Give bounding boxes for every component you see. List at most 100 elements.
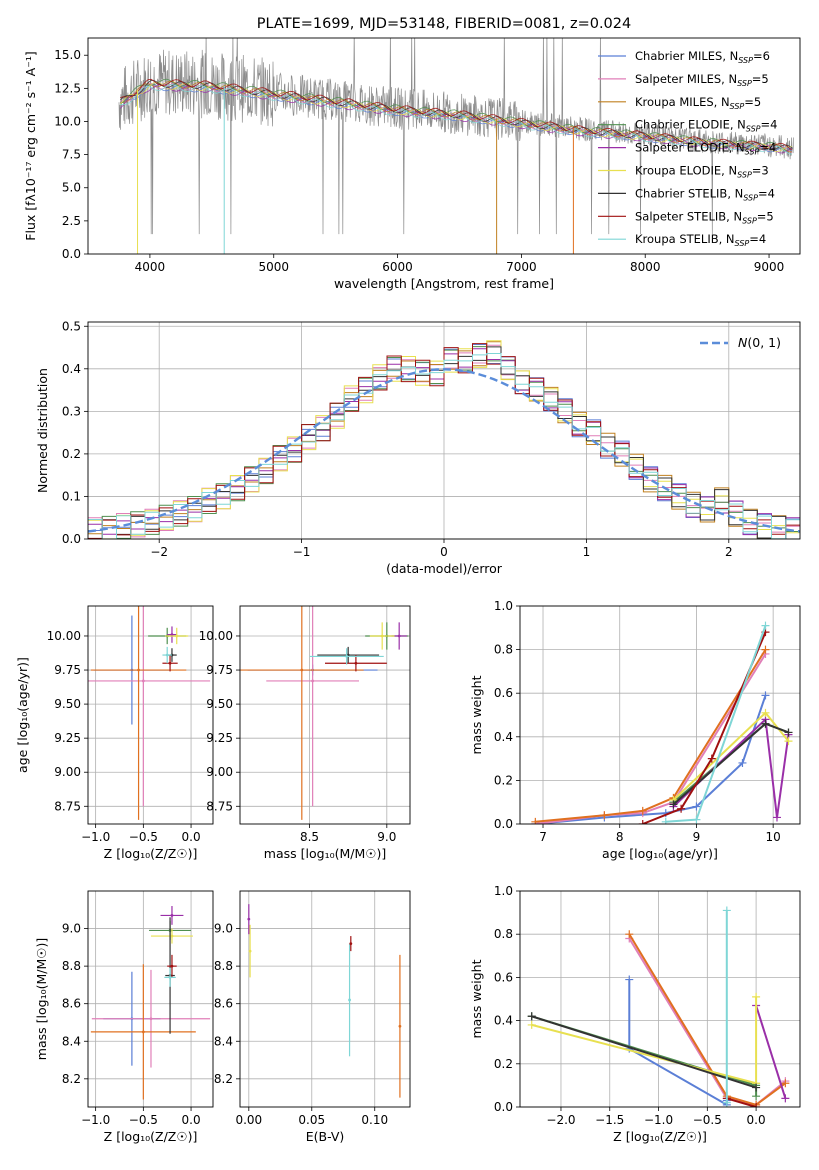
observed-spectrum [118, 38, 794, 235]
data-point [141, 1030, 145, 1034]
x-axis-label: Z [log₁₀(Z/Z☉)] [613, 1129, 707, 1144]
data-point-marker [761, 691, 770, 700]
mass-ebv-frame [239, 890, 411, 1108]
data-point-marker [761, 621, 770, 630]
legend-entry: Salpeter MILES, NSSP=5 [635, 72, 769, 88]
y-axis-label: mass weight [469, 675, 484, 754]
data-point-marker [527, 1012, 536, 1021]
data-point-marker [752, 1092, 761, 1101]
legend-entry: Chabrier MILES, NSSP=6 [635, 49, 770, 65]
mass-weight-series [531, 996, 758, 1085]
data-point [248, 949, 252, 953]
mass-z-plot [90, 906, 211, 1100]
data-point [175, 634, 179, 638]
x-tick-label: 9000 [754, 260, 785, 274]
x-tick-label: 8.5 [300, 830, 319, 844]
x-tick-label: 0.10 [361, 1113, 388, 1127]
data-point-marker [722, 906, 731, 915]
y-tick-label: 9.50 [206, 697, 233, 711]
mw-age-plot [531, 621, 793, 824]
x-tick-label: −0.5 [129, 1113, 158, 1127]
y-tick-label: 9.50 [54, 697, 81, 711]
y-tick-label: 8.4 [62, 1034, 81, 1048]
data-point-marker [781, 1094, 790, 1103]
data-point [247, 917, 251, 921]
data-point [165, 653, 169, 657]
y-tick-label: 0.4 [494, 730, 513, 744]
y-tick-label: 7.5 [62, 148, 81, 162]
legend-entry: Kroupa STELIB, NSSP=4 [635, 232, 766, 248]
x-axis-label: wavelength [Angstrom, rest frame] [334, 276, 554, 291]
data-point-marker [625, 930, 634, 939]
y-axis-label: mass weight [469, 959, 484, 1038]
y-tick-label: 2.5 [62, 214, 81, 228]
y-tick-label: 0.0 [494, 1100, 513, 1114]
y-tick-label: 8.4 [214, 1034, 233, 1048]
y-tick-label: 5.0 [62, 181, 81, 195]
legend-entry: Kroupa ELODIE, NSSP=3 [635, 164, 769, 180]
y-tick-label: 0.2 [62, 447, 81, 461]
x-tick-label: 0.00 [235, 1113, 262, 1127]
legend-entry: N(0, 1) [738, 335, 781, 350]
mass-z-axes: −1.0 −0.5 0.0 8.2 8.4 8.6 8.8 9.0 Z [log₁₀(Z/Z☉)… [34, 891, 213, 1144]
y-tick-label: 9.0 [214, 922, 233, 936]
y-tick-label: 10.0 [54, 114, 81, 128]
x-tick-label: −2 [150, 545, 168, 559]
y-tick-label: 1.0 [494, 599, 513, 613]
legend-entry: Chabrier STELIB, NSSP=4 [635, 186, 775, 202]
y-tick-label: 8.8 [62, 959, 81, 973]
mass-weight-series [531, 1015, 757, 1089]
x-tick-label: 0 [440, 545, 448, 559]
data-point-marker [738, 758, 747, 767]
data-point-marker [761, 719, 770, 728]
data-point-marker [692, 802, 701, 811]
data-point [149, 1017, 153, 1021]
x-tick-label: 9 [693, 830, 701, 844]
data-point [349, 942, 353, 945]
y-tick-label: 0.3 [62, 404, 81, 418]
data-point-marker [784, 728, 793, 737]
data-point [170, 934, 174, 938]
data-point [348, 998, 351, 1002]
x-axis-label: mass [log₁₀(M/M☉)] [264, 846, 386, 861]
y-tick-label: 10.00 [47, 629, 81, 643]
y-axis-label: age [log₁₀(age/yr)] [15, 657, 30, 773]
x-tick-label: −1.0 [81, 830, 110, 844]
x-tick-label: −0.5 [129, 830, 158, 844]
data-point [354, 661, 358, 665]
y-tick-label: 0.5 [62, 319, 81, 333]
x-axis-label: E(B-V) [306, 1129, 345, 1144]
y-tick-label: 0.0 [62, 247, 81, 261]
mass-weight-series [628, 979, 728, 1106]
y-axis-label: Normed distribution [35, 368, 50, 493]
mw-age-frame [519, 605, 801, 825]
spectrum-plot [118, 38, 794, 254]
y-tick-label: 0.2 [494, 773, 513, 787]
data-point-marker [761, 645, 770, 654]
model-spectrum [120, 78, 793, 151]
mass-weight-series [535, 649, 767, 823]
y-tick-label: 0.2 [494, 1057, 513, 1071]
y-tick-label: 12.5 [54, 81, 81, 95]
x-tick-label: 7000 [506, 260, 537, 274]
legend-entry: Salpeter ELODIE, NSSP=4 [635, 141, 776, 157]
data-point [397, 634, 401, 638]
data-point [311, 679, 315, 683]
x-tick-label: −1.0 [644, 1113, 673, 1127]
data-point [398, 1024, 402, 1028]
x-axis-label: Z [log₁₀(Z/Z☉)] [104, 846, 198, 861]
age-z-plot [88, 606, 211, 820]
data-point-marker [707, 754, 716, 763]
data-point-marker [638, 806, 647, 815]
y-tick-label: 0.6 [494, 970, 513, 984]
x-tick-label: −0.5 [693, 1113, 722, 1127]
mass-ebv-axes: 0.00 0.05 0.10 8.2 8.4 8.6 8.8 9.0 E(B-V) [214, 891, 410, 1144]
data-point [345, 655, 349, 658]
data-point-marker [677, 804, 686, 813]
mass-weight-series [755, 1005, 787, 1099]
mw-z-frame [519, 890, 801, 1108]
y-tick-label: 0.4 [62, 362, 81, 376]
age-z-grid [88, 606, 213, 824]
data-point-marker [752, 992, 761, 1001]
model-spectrum [119, 81, 793, 153]
